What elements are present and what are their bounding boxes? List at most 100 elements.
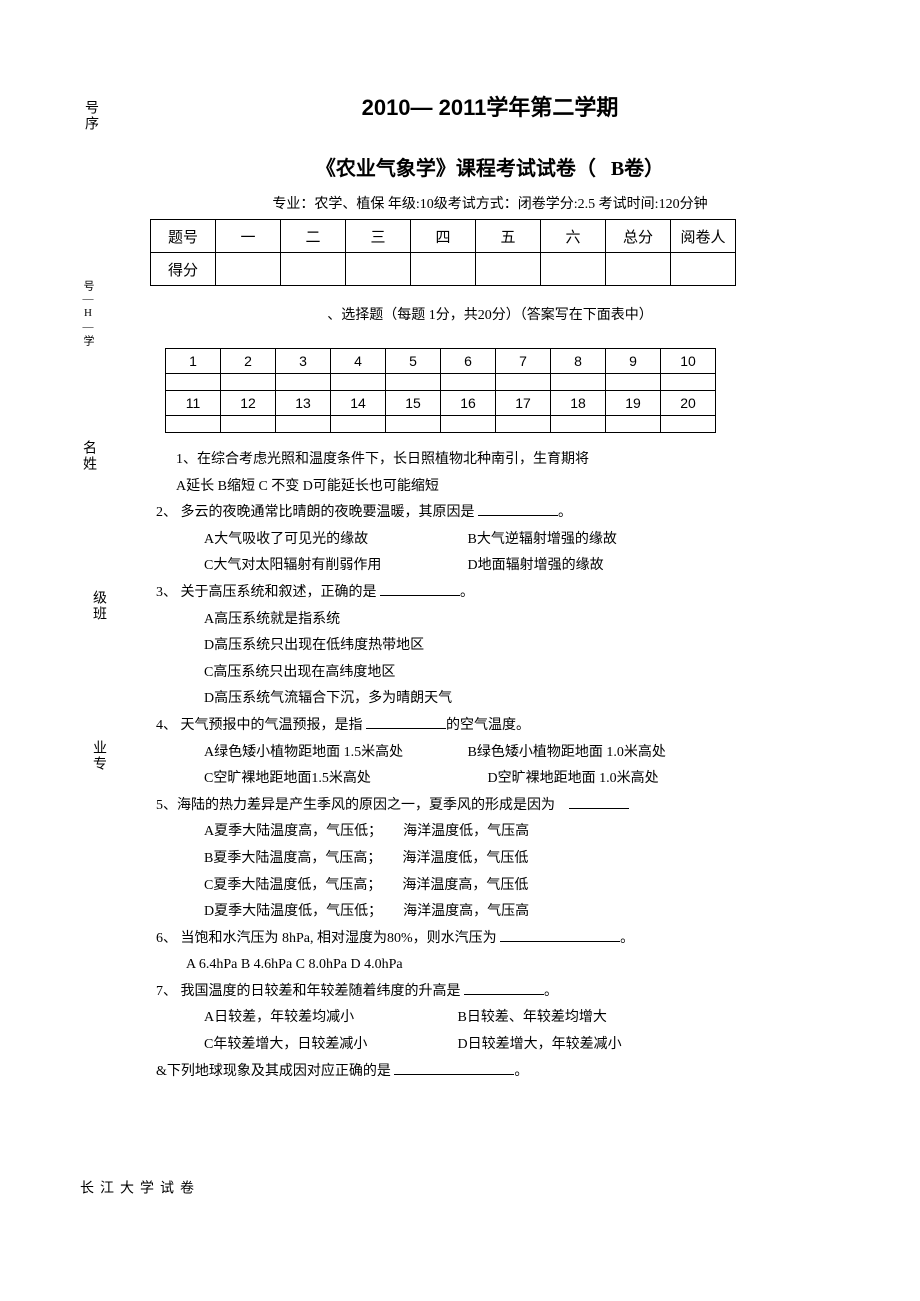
- q2-stem-post: 。: [558, 505, 572, 520]
- q2-stem-pre: 2、 多云的夜晚通常比晴朗的夜晚要温暖，其原因是: [156, 505, 478, 520]
- q4-stem: 4、 天气预报中的气温预报，是指 的空气温度。: [156, 713, 830, 740]
- q5-stem: 5、海陆的热力差异是产生季风的原因之一，夏季风的形成是因为: [156, 793, 830, 820]
- side-label-0: 号序: [80, 100, 100, 132]
- ans-cell: [606, 374, 661, 391]
- questions: 1、在综合考虑光照和温度条件下，长日照植物北种南引，生育期将 A延长 B缩短 C…: [156, 447, 830, 1085]
- table-row: [166, 416, 716, 433]
- ans-cell: [441, 416, 496, 433]
- q8-stem-pre: &下列地球现象及其成因对应正确的是: [156, 1064, 394, 1079]
- q4-stem-post: 的空气温度。: [446, 718, 530, 733]
- ans-h-18: 18: [551, 391, 606, 416]
- score-col-4: 四: [411, 220, 476, 253]
- blank-line: [366, 714, 446, 729]
- title2-prefix: 《农业气象学》课程考试试卷（: [316, 158, 596, 180]
- q4-optD: D空旷裸地距地面 1.0米高处: [488, 771, 659, 786]
- ans-cell: [221, 374, 276, 391]
- q3-stem: 3、 关于高压系统和叙述，正确的是 。: [156, 580, 830, 607]
- score-col-7: 总分: [606, 220, 671, 253]
- score-cell: [411, 253, 476, 286]
- score-cell: [216, 253, 281, 286]
- ans-h-2: 2: [221, 349, 276, 374]
- ans-cell: [496, 374, 551, 391]
- title2-suffix: B卷）: [611, 158, 664, 180]
- ans-h-14: 14: [331, 391, 386, 416]
- score-col-2: 二: [281, 220, 346, 253]
- ans-h-17: 17: [496, 391, 551, 416]
- q6-stem-post: 。: [620, 931, 634, 946]
- table-row: 1 2 3 4 5 6 7 8 9 10: [166, 349, 716, 374]
- section-1-title: 、选择题（每题 1分，共20分）（答案写在下面表中）: [150, 304, 830, 324]
- ans-cell: [166, 374, 221, 391]
- table-row: [166, 374, 716, 391]
- score-col-0: 题号: [151, 220, 216, 253]
- ans-cell: [606, 416, 661, 433]
- q7-stem: 7、 我国温度的日较差和年较差随着纬度的升高是 。: [156, 979, 830, 1006]
- q6-opts: A 6.4hPa B 4.6hPa C 8.0hPa D 4.0hPa: [156, 952, 830, 979]
- ans-cell: [661, 374, 716, 391]
- q7-stem-post: 。: [544, 984, 558, 999]
- q3-opt3: C高压系统只出现在高纬度地区: [156, 660, 830, 687]
- score-col-6: 六: [541, 220, 606, 253]
- side-label-1: 号—H—学: [80, 280, 96, 348]
- q4-stem-pre: 4、 天气预报中的气温预报，是指: [156, 718, 366, 733]
- ans-cell: [331, 374, 386, 391]
- blank-line: [394, 1060, 514, 1075]
- blank-line: [464, 980, 544, 995]
- ans-cell: [661, 416, 716, 433]
- ans-cell: [441, 374, 496, 391]
- ans-h-4: 4: [331, 349, 386, 374]
- q3-opt4: D高压系统气流辐合下沉，多为晴朗天气: [156, 686, 830, 713]
- q7-row1: A日较差，年较差均减小 B日较差、年较差均增大: [156, 1005, 830, 1032]
- ans-h-12: 12: [221, 391, 276, 416]
- ans-h-19: 19: [606, 391, 661, 416]
- ans-cell: [496, 416, 551, 433]
- q7-optC: C年较差增大，日较差减小: [204, 1032, 454, 1059]
- ans-h-7: 7: [496, 349, 551, 374]
- ans-h-5: 5: [386, 349, 441, 374]
- q3-opt1: A高压系统就是指系统: [156, 607, 830, 634]
- ans-h-11: 11: [166, 391, 221, 416]
- ans-cell: [221, 416, 276, 433]
- score-col-3: 三: [346, 220, 411, 253]
- q5-stem-pre: 5、海陆的热力差异是产生季风的原因之一，夏季风的形成是因为: [156, 798, 555, 813]
- score-col-1: 一: [216, 220, 281, 253]
- ans-cell: [386, 374, 441, 391]
- blank-line: [478, 501, 558, 516]
- score-cell: [281, 253, 346, 286]
- blank-line: [500, 927, 620, 942]
- side-label-5: 卷试学大江长: [75, 1180, 195, 1196]
- side-label-4: 业专: [88, 740, 108, 772]
- q6-stem-pre: 6、 当饱和水汽压为 8hPa, 相对湿度为80%，则水汽压为: [156, 931, 500, 946]
- q2-optD: D地面辐射增强的缘故: [468, 558, 604, 573]
- q6-stem: 6、 当饱和水汽压为 8hPa, 相对湿度为80%，则水汽压为 。: [156, 926, 830, 953]
- score-cell: [476, 253, 541, 286]
- table-row: 得分: [151, 253, 736, 286]
- q1-opts: A延长 B缩短 C 不变 D可能延长也可能缩短: [156, 474, 830, 501]
- q2-row2: C大气对太阳辐射有削弱作用 D地面辐射增强的缘故: [156, 553, 830, 580]
- ans-h-6: 6: [441, 349, 496, 374]
- q2-stem: 2、 多云的夜晚通常比晴朗的夜晚要温暖，其原因是 。: [156, 500, 830, 527]
- exam-page: 号序 号—H—学 名姓 级班 业专 卷试学大江长 2010— 2011学年第二学…: [0, 0, 920, 1125]
- score-cell: [671, 253, 736, 286]
- q4-optC: C空旷裸地距地面1.5米高处: [204, 766, 484, 793]
- q4-optA: A绿色矮小植物距地面 1.5米高处: [204, 740, 464, 767]
- ans-h-1: 1: [166, 349, 221, 374]
- ans-h-8: 8: [551, 349, 606, 374]
- ans-cell: [276, 416, 331, 433]
- side-label-2: 名姓: [78, 440, 98, 472]
- ans-cell: [551, 416, 606, 433]
- score-cell: [606, 253, 671, 286]
- q7-optA: A日较差，年较差均减小: [204, 1005, 454, 1032]
- score-row-label: 得分: [151, 253, 216, 286]
- q8-stem: &下列地球现象及其成因对应正确的是 。: [156, 1059, 830, 1086]
- q3-stem-pre: 3、 关于高压系统和叙述，正确的是: [156, 585, 380, 600]
- q5-optD: D夏季大陆温度低，气压低； 海洋温度高，气压高: [156, 899, 830, 926]
- ans-h-16: 16: [441, 391, 496, 416]
- ans-h-20: 20: [661, 391, 716, 416]
- blank-line: [569, 794, 629, 809]
- q4-row2: C空旷裸地距地面1.5米高处 D空旷裸地距地面 1.0米高处: [156, 766, 830, 793]
- ans-h-15: 15: [386, 391, 441, 416]
- q2-row1: A大气吸收了可见光的缘故 B大气逆辐射增强的缘故: [156, 527, 830, 554]
- q4-row1: A绿色矮小植物距地面 1.5米高处 B绿色矮小植物距地面 1.0米高处: [156, 740, 830, 767]
- blank-line: [380, 581, 460, 596]
